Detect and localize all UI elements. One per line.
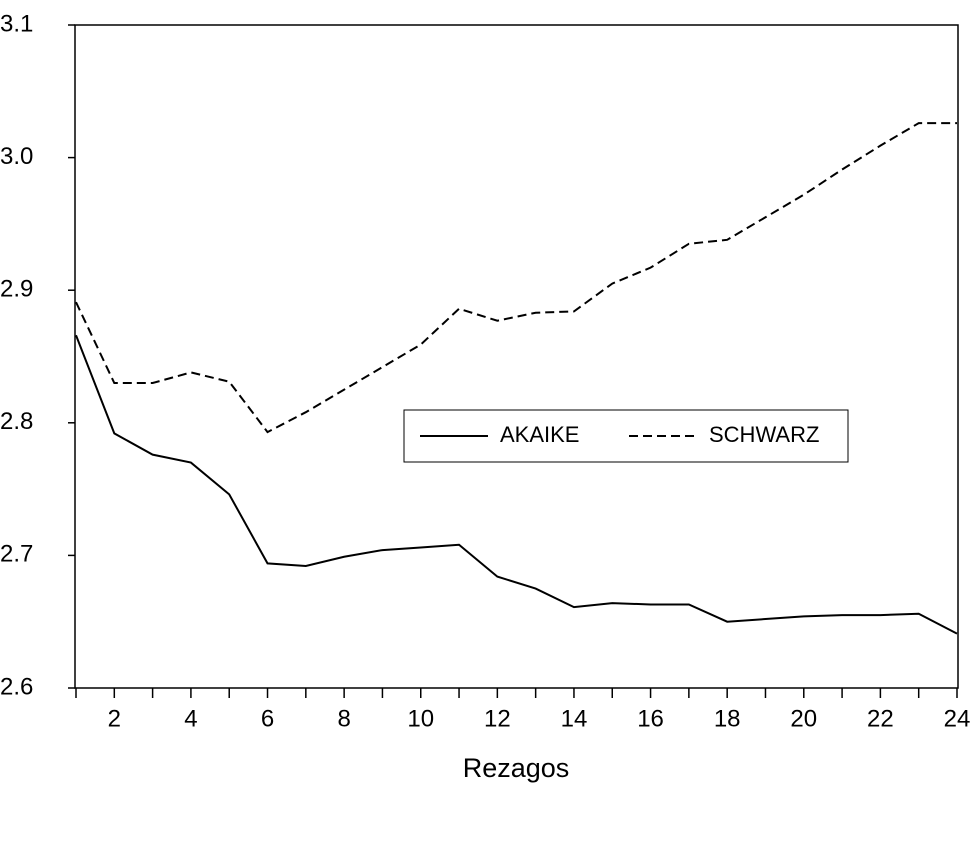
x-tick-label: 16 [637,705,664,732]
x-tick-label: 2 [108,705,121,732]
x-tick-label: 12 [484,705,511,732]
x-tick-label: 4 [184,705,197,732]
y-tick-label: 2.9 [0,276,33,303]
y-tick-label: 3.0 [0,143,33,170]
y-tick-label: 3.1 [0,10,33,37]
x-tick-label: 18 [714,705,741,732]
y-tick-label: 2.8 [0,408,33,435]
y-tick-label: 2.7 [0,541,33,568]
legend-label: AKAIKE [500,422,579,447]
x-tick-label: 20 [790,705,817,732]
x-tick-label: 10 [407,705,434,732]
x-axis-label: Rezagos [463,753,570,783]
x-tick-label: 8 [337,705,350,732]
series-line [75,122,957,434]
legend-label: SCHWARZ [709,422,819,447]
x-tick-label: 14 [561,705,588,732]
series-line [75,334,958,635]
x-tick-label: 22 [867,705,894,732]
x-tick-label: 6 [261,705,274,732]
plot-frame [74,24,959,689]
x-tick-label: 24 [944,705,971,732]
y-tick-label: 2.6 [0,673,33,700]
